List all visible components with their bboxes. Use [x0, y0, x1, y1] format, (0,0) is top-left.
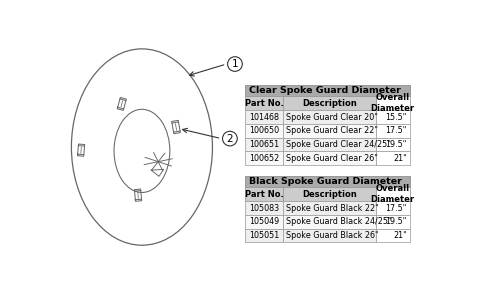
- Text: Part No.: Part No.: [245, 190, 284, 199]
- Text: Overall
Diameter: Overall Diameter: [370, 93, 414, 113]
- FancyBboxPatch shape: [246, 187, 284, 201]
- Text: Description: Description: [302, 190, 357, 199]
- Text: Spoke Guard Black 24/25": Spoke Guard Black 24/25": [286, 217, 392, 226]
- FancyBboxPatch shape: [246, 229, 284, 242]
- Text: 15.5": 15.5": [386, 113, 407, 122]
- FancyBboxPatch shape: [376, 187, 410, 201]
- FancyBboxPatch shape: [246, 124, 284, 137]
- Text: Spoke Guard Black 26": Spoke Guard Black 26": [286, 231, 378, 240]
- FancyBboxPatch shape: [246, 151, 284, 165]
- Text: 105049: 105049: [250, 217, 280, 226]
- FancyBboxPatch shape: [284, 124, 376, 137]
- FancyBboxPatch shape: [284, 187, 376, 201]
- Text: Spoke Guard Clear 24/25": Spoke Guard Clear 24/25": [286, 140, 391, 149]
- Text: Clear Spoke Guard Diameter: Clear Spoke Guard Diameter: [249, 86, 401, 95]
- Text: 21": 21": [393, 231, 407, 240]
- FancyBboxPatch shape: [246, 96, 284, 110]
- Text: 1: 1: [232, 59, 238, 69]
- Text: 100650: 100650: [250, 126, 280, 135]
- Text: 19.5": 19.5": [386, 140, 407, 149]
- FancyBboxPatch shape: [284, 110, 376, 124]
- FancyBboxPatch shape: [376, 110, 410, 124]
- Text: Spoke Guard Clear 22": Spoke Guard Clear 22": [286, 126, 378, 135]
- Text: 17.5": 17.5": [386, 126, 407, 135]
- Text: 2: 2: [226, 134, 233, 144]
- FancyBboxPatch shape: [246, 110, 284, 124]
- Text: Black Spoke Guard Diameter: Black Spoke Guard Diameter: [249, 177, 402, 186]
- FancyBboxPatch shape: [376, 96, 410, 110]
- FancyBboxPatch shape: [376, 124, 410, 137]
- Text: Spoke Guard Black 22": Spoke Guard Black 22": [286, 204, 379, 213]
- Text: 105051: 105051: [250, 231, 280, 240]
- FancyBboxPatch shape: [284, 151, 376, 165]
- Text: 101468: 101468: [250, 113, 280, 122]
- Text: 17.5": 17.5": [386, 204, 407, 213]
- FancyBboxPatch shape: [246, 85, 410, 96]
- Text: Spoke Guard Clear 20": Spoke Guard Clear 20": [286, 113, 378, 122]
- Text: 100652: 100652: [250, 154, 280, 163]
- FancyBboxPatch shape: [246, 176, 410, 187]
- Text: 21": 21": [393, 154, 407, 163]
- FancyBboxPatch shape: [246, 201, 284, 215]
- FancyBboxPatch shape: [246, 137, 284, 151]
- FancyBboxPatch shape: [284, 229, 376, 242]
- FancyBboxPatch shape: [376, 201, 410, 215]
- FancyBboxPatch shape: [376, 151, 410, 165]
- FancyBboxPatch shape: [376, 215, 410, 229]
- FancyBboxPatch shape: [284, 137, 376, 151]
- FancyBboxPatch shape: [376, 137, 410, 151]
- FancyBboxPatch shape: [284, 215, 376, 229]
- Text: 19.5": 19.5": [386, 217, 407, 226]
- Text: 100651: 100651: [250, 140, 280, 149]
- Text: 105083: 105083: [250, 204, 280, 213]
- Text: Overall
Diameter: Overall Diameter: [370, 184, 414, 204]
- FancyBboxPatch shape: [284, 201, 376, 215]
- FancyBboxPatch shape: [246, 215, 284, 229]
- Text: Spoke Guard Clear 26": Spoke Guard Clear 26": [286, 154, 378, 163]
- Text: Description: Description: [302, 99, 357, 108]
- FancyBboxPatch shape: [284, 96, 376, 110]
- Text: Part No.: Part No.: [245, 99, 284, 108]
- FancyBboxPatch shape: [376, 229, 410, 242]
